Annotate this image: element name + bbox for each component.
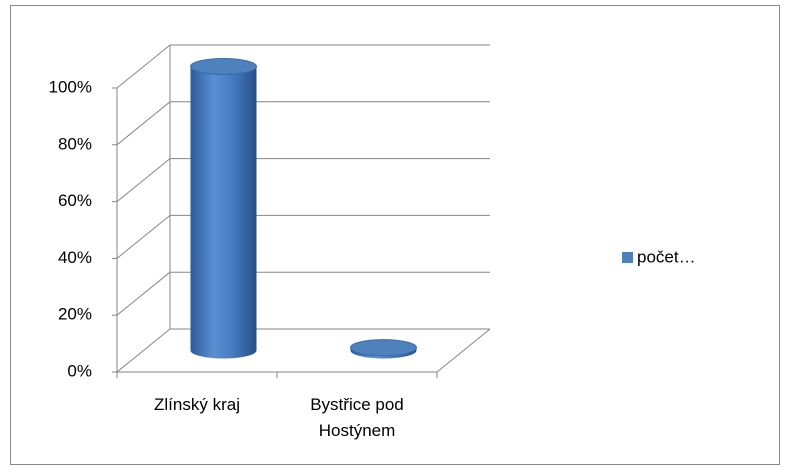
cylinder-body [190, 66, 257, 359]
bar [350, 339, 417, 359]
y-tick-label: 0% [67, 361, 92, 380]
x-tick-label-box: Zlínský kraj [154, 395, 240, 414]
grid-line [116, 101, 171, 146]
legend-label: počet… [637, 247, 696, 266]
x-tick-label: Bystřice pod Hostýnem [310, 395, 404, 440]
cylinder-top [190, 58, 257, 75]
y-tick-label: 40% [58, 248, 92, 267]
chart-border [10, 5, 780, 465]
axis-line [436, 328, 491, 373]
grid-line [116, 328, 171, 373]
grid-line [116, 271, 171, 316]
y-tick-label: 20% [58, 305, 92, 324]
grid-line [116, 158, 171, 202]
y-tick-label: 60% [58, 191, 92, 210]
x-tick-label: Zlínský kraj [154, 395, 240, 414]
legend-swatch [622, 252, 633, 263]
grid-line [116, 44, 171, 89]
y-tick-label: 100% [49, 77, 92, 96]
grid-line [116, 215, 171, 259]
bar [190, 58, 257, 359]
x-tick-label-box: Bystřice pod Hostýnem [310, 395, 404, 440]
cylinder-top [350, 339, 417, 357]
y-tick-label: 80% [58, 134, 92, 153]
